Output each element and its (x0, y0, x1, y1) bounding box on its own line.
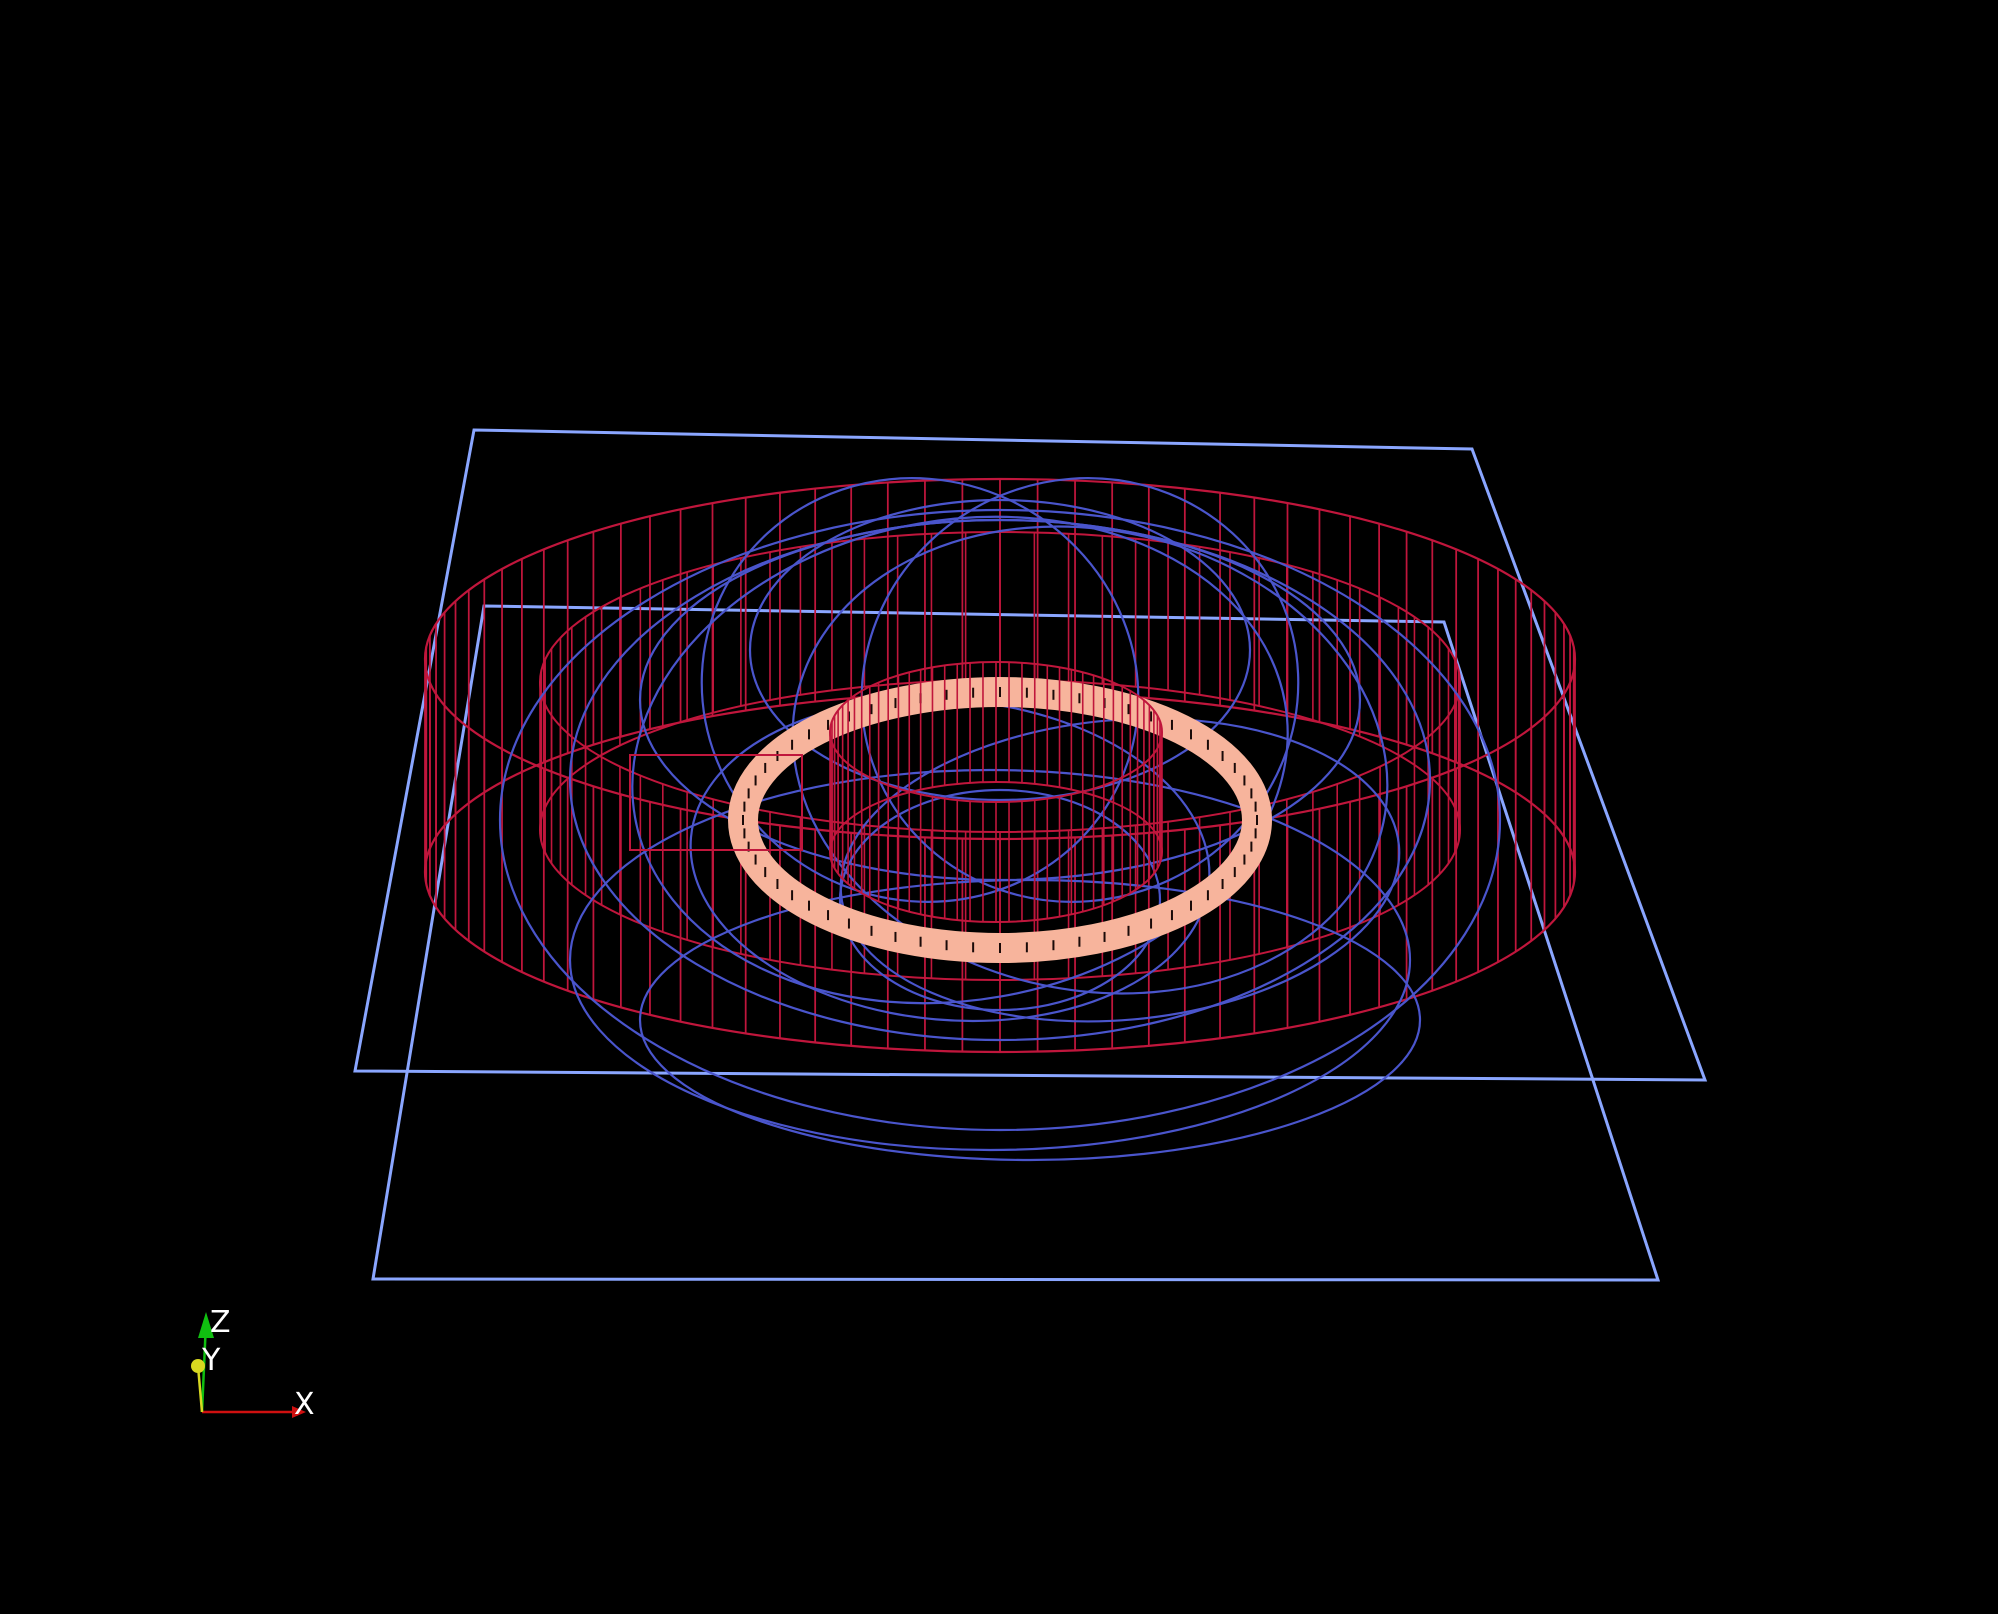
lower-plane (371, 604, 1661, 1282)
inner-cylinder (829, 661, 1163, 923)
field-lines (498, 477, 1502, 1162)
field-line (748, 498, 1252, 802)
upper-plane (353, 428, 1708, 1082)
field-line (791, 525, 1389, 995)
orientation-axes-widget: Z Y X (191, 1305, 315, 1422)
probe-rectangle (629, 754, 803, 851)
field-line (638, 878, 1422, 1162)
boundary-planes (353, 428, 1708, 1282)
y-axis-label: Y (201, 1343, 221, 1378)
cylinder-wireframes (423, 477, 1577, 1054)
probe-rectangle-shape (629, 754, 803, 851)
torus-ring-body (728, 677, 1272, 963)
y-axis-line (196, 1365, 204, 1413)
x-axis-arrowhead (292, 1406, 306, 1418)
field-line (498, 508, 1502, 1132)
torus-ring (728, 677, 1272, 963)
field-line (838, 788, 1162, 1012)
z-axis-label: Z (210, 1305, 231, 1340)
y-axis-tip (191, 1359, 205, 1373)
field-line (700, 477, 1140, 903)
inner-cylinder-wireframe (829, 661, 1163, 923)
outer-cylinder (423, 477, 1577, 1054)
x-axis-label: X (294, 1387, 315, 1422)
z-axis-arrowhead (198, 1312, 214, 1338)
field-line (568, 768, 1412, 1152)
